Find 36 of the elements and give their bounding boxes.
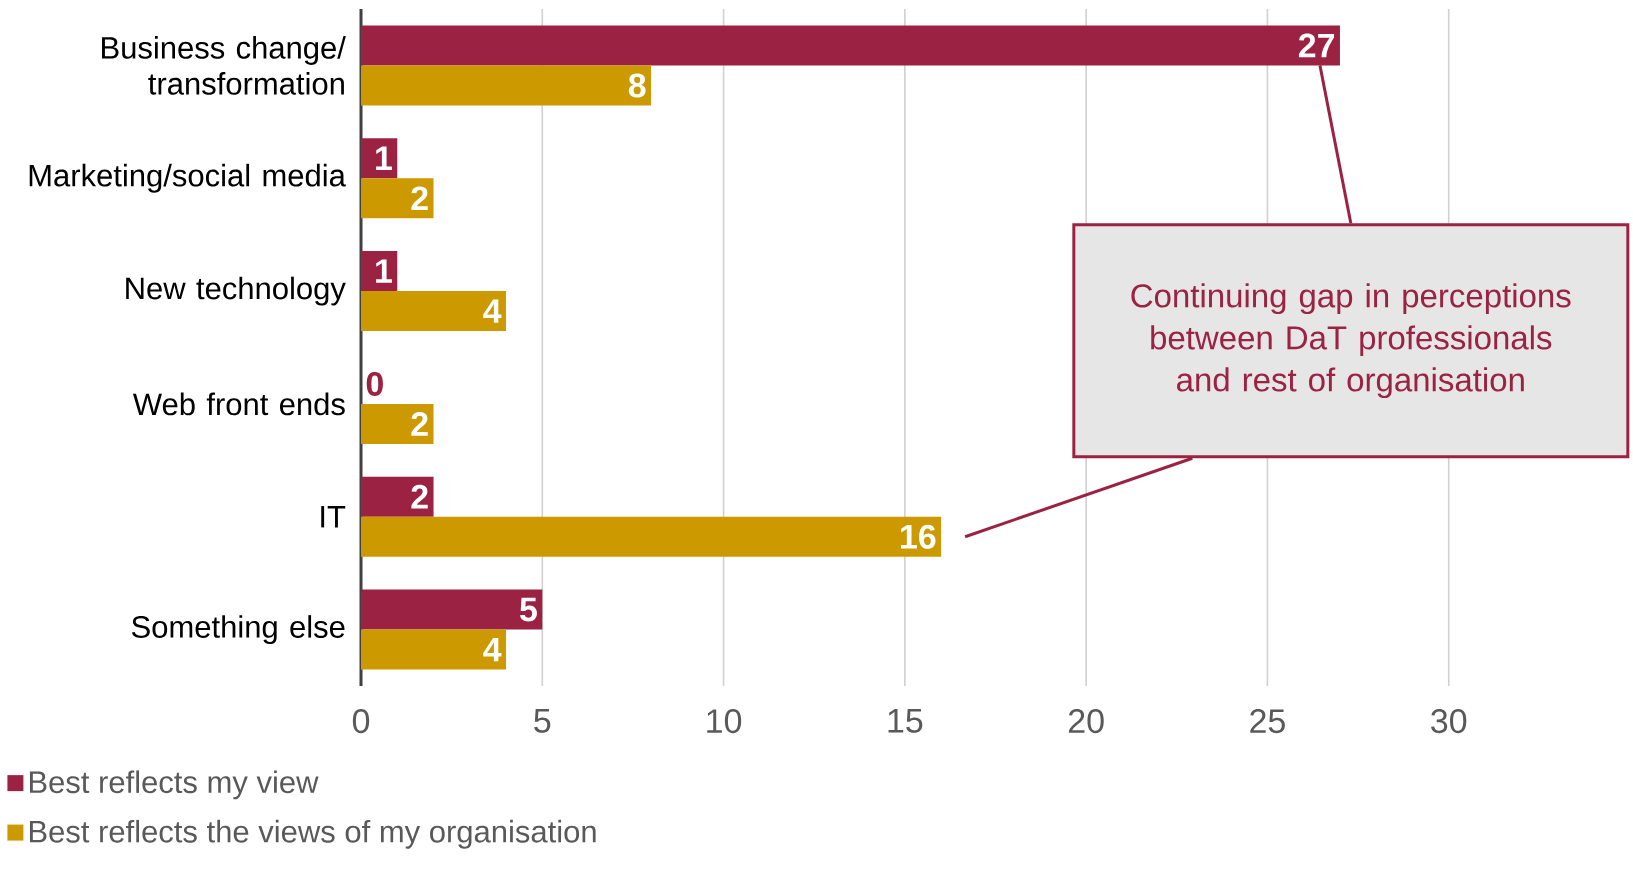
y-tick-label: Marketing/social media	[29, 163, 346, 193]
x-tick-label: 5	[534, 709, 551, 733]
data-label: 1	[376, 259, 392, 283]
data-label: 16	[901, 524, 936, 549]
x-tick-label: 15	[888, 709, 923, 733]
y-tick-label: Something else	[131, 615, 345, 645]
bar	[361, 629, 507, 670]
x-tick-label: 30	[1431, 709, 1467, 734]
data-label: 2	[411, 186, 428, 211]
data-label: 8	[628, 73, 646, 98]
annotation: Continuing gap in perceptions between DaT professionals and rest of organisation	[1131, 283, 1571, 399]
legend-label: Best reflects the views of my organisation	[29, 819, 596, 849]
y-tick-label: IT	[321, 506, 346, 528]
data-label: 5	[520, 597, 537, 622]
y-tick-label: Web front ends	[132, 392, 345, 416]
legend-label: Best reflects my view	[29, 770, 319, 800]
data-label: 4	[483, 299, 502, 323]
x-tick-label: 25	[1250, 709, 1285, 734]
x-tick-label: 20	[1068, 709, 1104, 734]
x-tick-label: 0	[352, 709, 370, 734]
data-label: 2	[411, 484, 428, 509]
bar	[361, 178, 434, 219]
bar	[361, 403, 434, 444]
bar	[361, 291, 507, 332]
data-label: 27	[1298, 33, 1335, 58]
bar	[361, 476, 434, 517]
x-tick-label: 10	[707, 709, 742, 734]
bar	[361, 516, 942, 557]
data-label: 1	[376, 146, 392, 170]
bar	[361, 65, 652, 106]
bar	[361, 589, 543, 630]
y-tick-label: New technology	[126, 276, 346, 306]
data-label: 0	[366, 371, 383, 396]
data-label: 4	[483, 637, 502, 662]
data-label: 2	[411, 412, 428, 436]
y-tick-label: Business change/ transformation	[102, 36, 346, 95]
